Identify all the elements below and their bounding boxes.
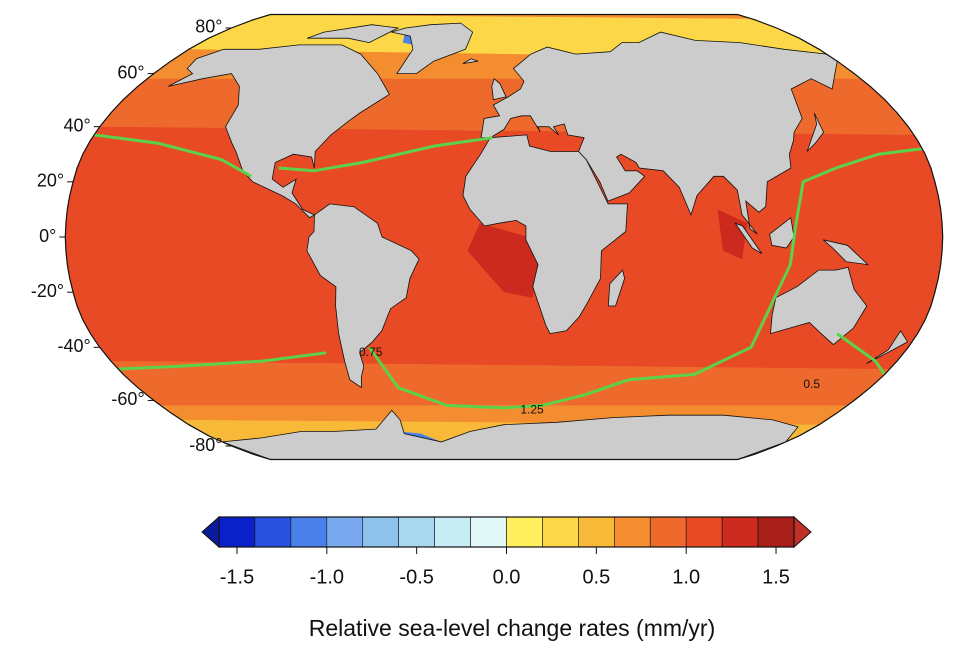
colorbar-box: [685, 516, 723, 548]
land: [306, 24, 400, 44]
land: [806, 112, 825, 152]
land: [770, 266, 868, 346]
contour-label: 1.25: [520, 403, 544, 417]
land: [222, 409, 799, 460]
zero-line: [93, 133, 252, 178]
colorbar-tick-label: -0.5: [399, 566, 433, 588]
lat-label: -40°: [57, 336, 90, 356]
colorbar-box: [649, 516, 687, 548]
contour-label: 0.75: [359, 345, 383, 359]
land: [769, 216, 795, 249]
colorbar-box: [614, 516, 651, 548]
colorbar-tick-label: 0.0: [493, 566, 521, 588]
colorbar-tick-label: -1.5: [220, 566, 254, 588]
colorbar-box: [470, 516, 507, 548]
colorbar-tick-label: 1.5: [762, 566, 790, 588]
zero-line: [118, 351, 327, 371]
colorbar-box: [757, 516, 795, 548]
lat-label: 60°: [117, 62, 144, 82]
land: [480, 31, 838, 235]
land: [491, 77, 507, 101]
lat-label: -80°: [189, 435, 222, 455]
colorbar-box: [542, 516, 579, 548]
map-frame: [64, 13, 944, 461]
lat-label: -60°: [111, 389, 144, 409]
colorbar-box: [362, 516, 399, 548]
colorbar-box: [721, 516, 759, 548]
colorbar-label: Relative sea-level change rates (mm/yr): [309, 615, 715, 641]
colorbar-box: [578, 516, 615, 548]
land: [462, 58, 479, 64]
land: [306, 203, 420, 389]
land: [822, 239, 870, 266]
colorbar-box: [218, 516, 256, 548]
colorbar-box: [434, 516, 471, 548]
land: [866, 330, 909, 364]
colorbar-box: [254, 516, 292, 548]
colorbar-tick-label: -1.0: [310, 566, 344, 588]
colorbar-box: [326, 516, 364, 548]
land: [734, 222, 763, 254]
colorbar-under: [201, 515, 220, 549]
zero-line: [278, 136, 493, 173]
land: [607, 269, 626, 307]
colorbar-tick-label: 0.5: [582, 566, 610, 588]
zero-line: [367, 147, 923, 410]
colorbar-box: [290, 516, 328, 548]
land: [168, 44, 390, 219]
contour-label: 0.5: [803, 377, 820, 391]
ocean: [65, 14, 943, 460]
ocean-patch: [717, 209, 748, 260]
colorbar-over: [793, 515, 812, 549]
colorbar-tick-label: 1.0: [672, 566, 700, 588]
lat-label: 40°: [63, 115, 90, 135]
lat-label: 20°: [37, 171, 64, 191]
map: 80° 60° 40° 20° 0° -20° -40° -60° -80° 0.75 1.25 0.…: [31, 13, 944, 461]
zero-line: [836, 332, 886, 376]
lat-label: -20°: [31, 281, 64, 301]
lat-label: 80°: [195, 17, 222, 37]
colorbar-box: [506, 516, 543, 548]
land: [391, 22, 474, 74]
lat-label: 0°: [39, 226, 56, 246]
colorbar: -1.5 -1.0 -0.5 0.0 0.5 1.0 1.5: [201, 515, 812, 588]
colorbar-box: [398, 516, 435, 548]
ocean-patch: [467, 223, 538, 298]
land: [462, 134, 628, 335]
